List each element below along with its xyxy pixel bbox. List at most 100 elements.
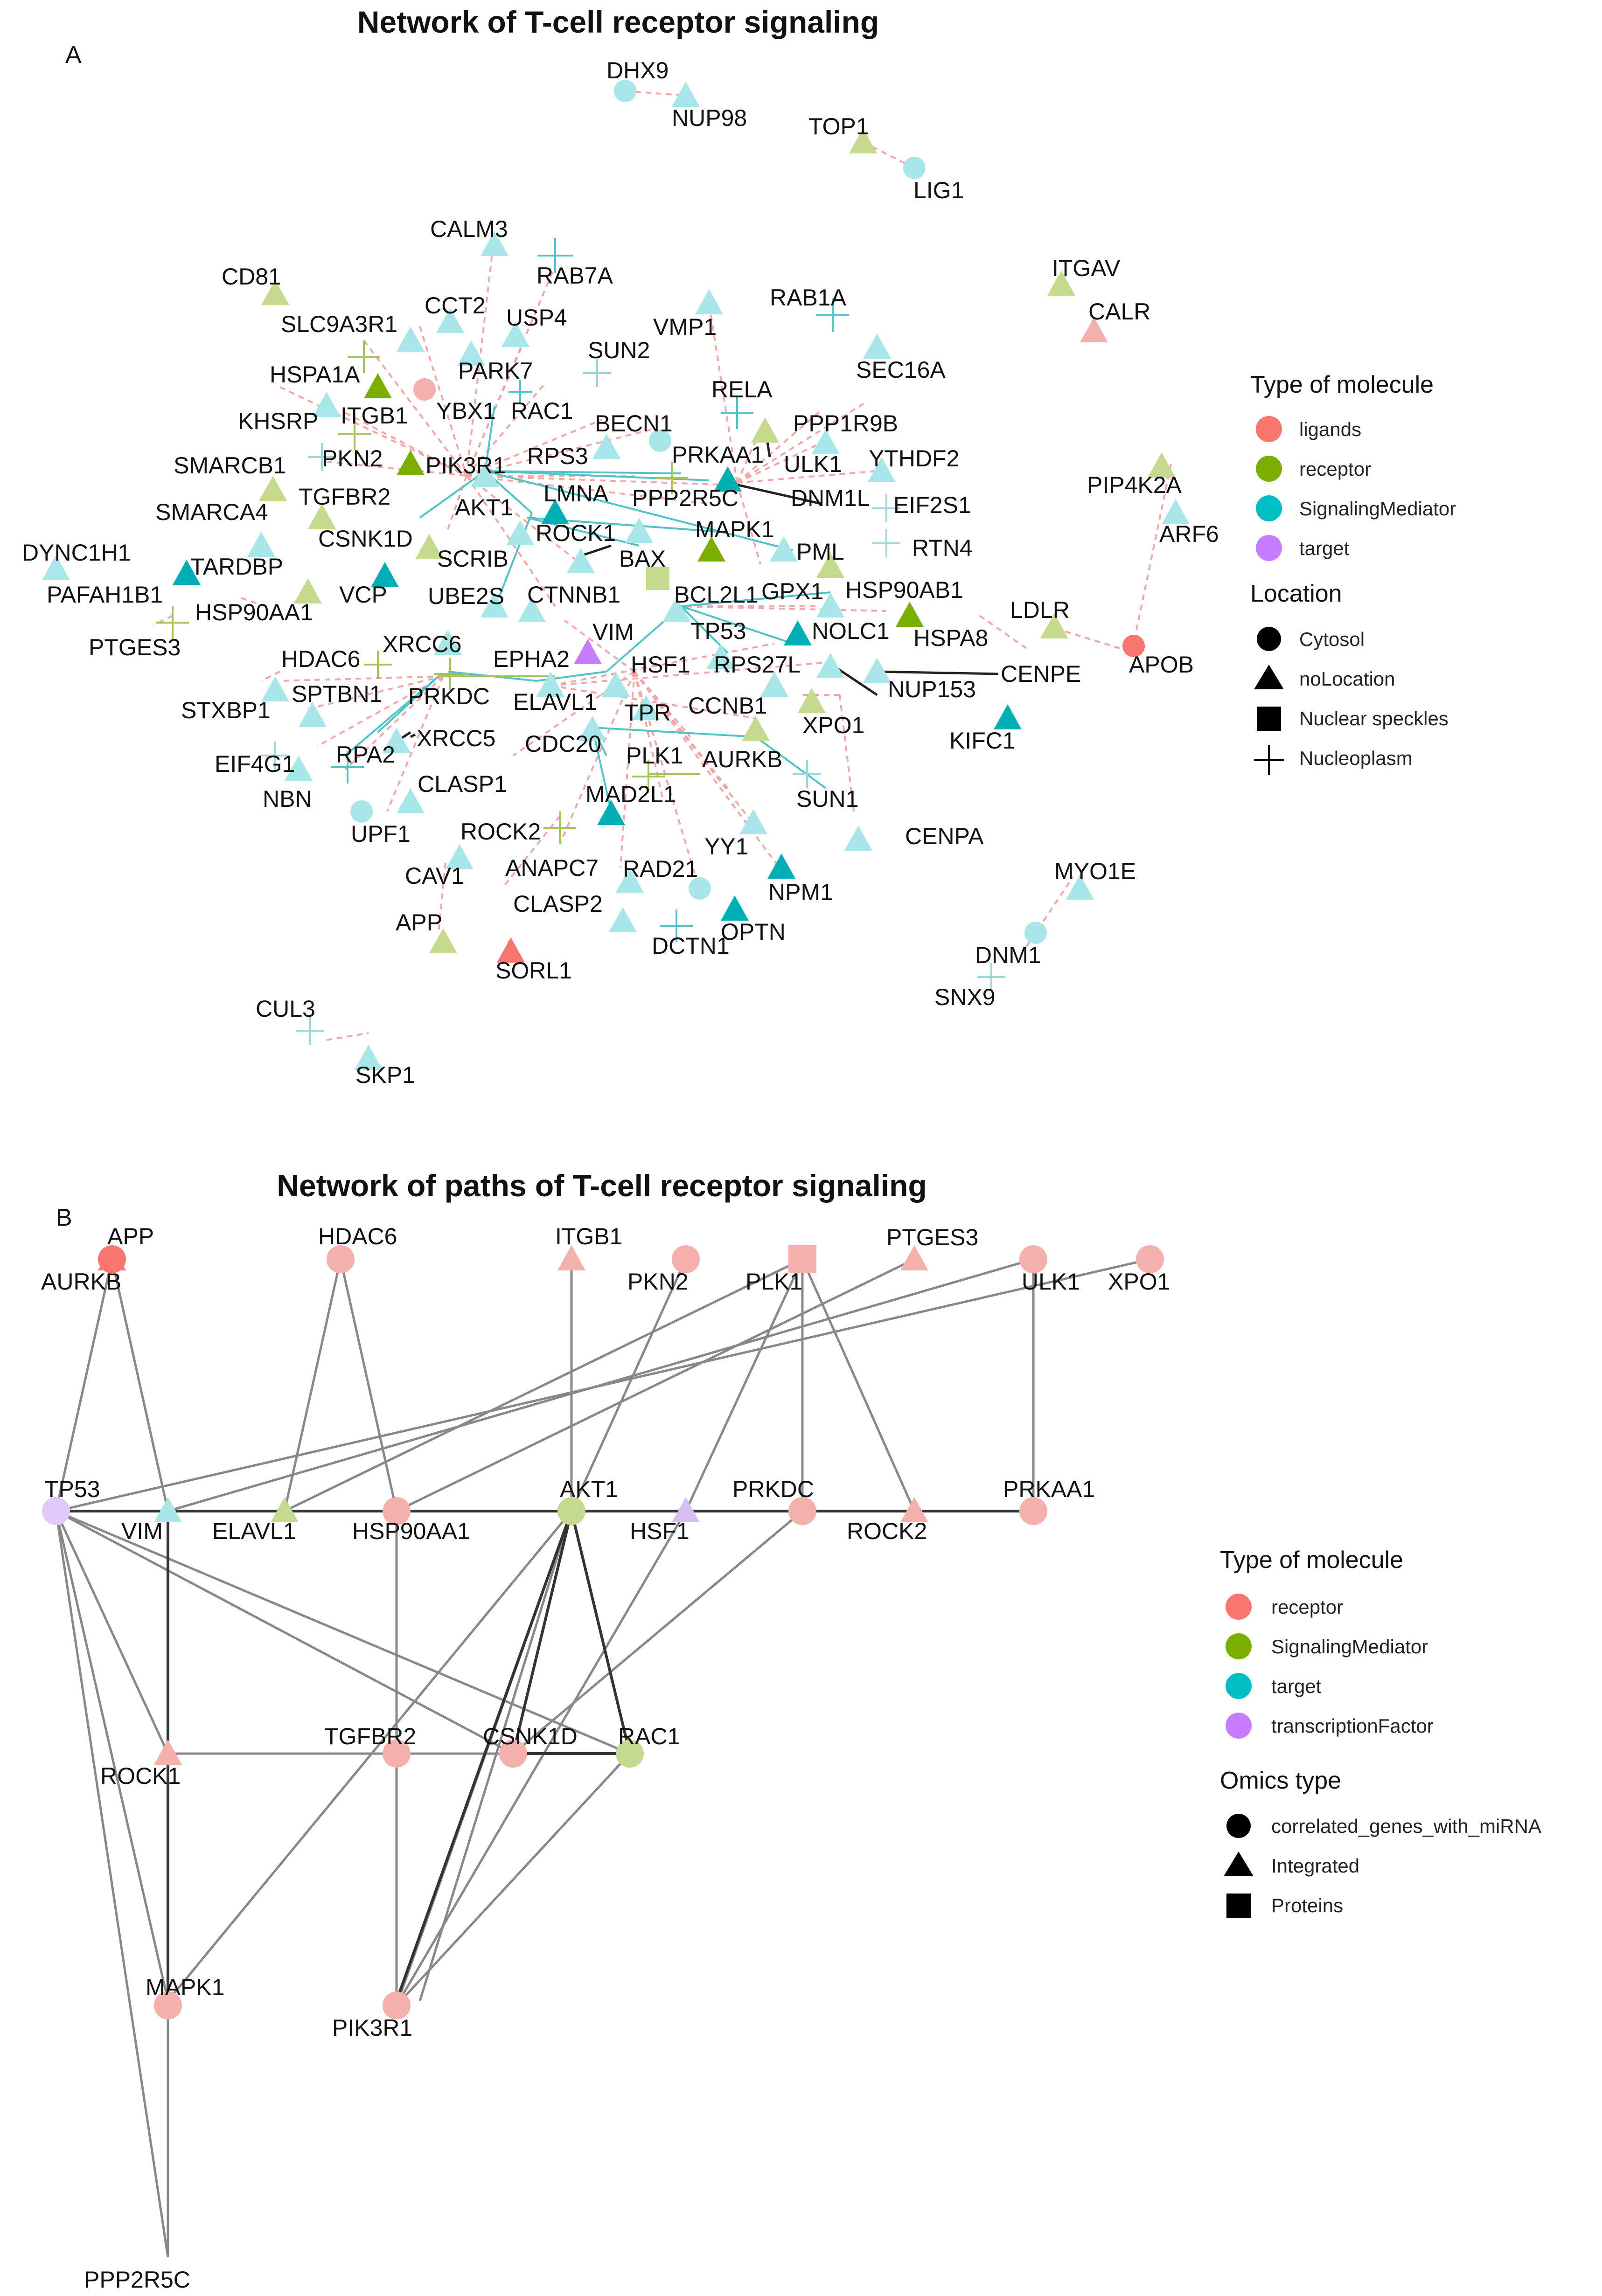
label-sec16a: SEC16A <box>856 357 946 383</box>
node-b-prkdc <box>788 1497 816 1525</box>
node-hdac6 <box>364 651 392 679</box>
label-hsf1: HSF1 <box>631 652 690 678</box>
legend-b-omics-title: Omics type <box>1220 1767 1341 1794</box>
node-cenpe <box>863 658 891 683</box>
label-pml: PML <box>796 539 844 565</box>
label-elavl1: ELAVL1 <box>513 689 597 715</box>
label-bcl2l1: BCL2L1 <box>674 582 759 608</box>
label-tpr: TPR <box>624 700 671 726</box>
label-xrcc6: XRCC6 <box>383 631 461 657</box>
node-ybx1 <box>413 378 436 401</box>
label-becn1: BECN1 <box>595 410 673 437</box>
node-nup153 <box>816 653 844 678</box>
label-myo1e: MYO1E <box>1054 858 1136 884</box>
node-dctn1 <box>660 909 693 942</box>
label-csnk1d: CSNK1D <box>318 526 413 552</box>
label-b-rac1: RAC1 <box>618 1723 680 1749</box>
legend-a-location-title: Location <box>1250 580 1342 607</box>
label-ybx1: YBX1 <box>436 398 496 424</box>
label-app-a: APP <box>396 909 442 936</box>
label-b-elavl1: ELAVL1 <box>212 1518 296 1544</box>
legend-b-integrated: Integrated <box>1271 1855 1359 1877</box>
node-rock2 <box>543 812 576 844</box>
panel-b-legend: Type of molecule receptor SignalingMedia… <box>1220 1547 1541 1918</box>
label-vim: VIM <box>592 619 634 645</box>
panel-a-node-labels: DHX9 NUP98 TOP1 LIG1 CALM3 RAB7A CD81 IT… <box>22 57 1219 1088</box>
label-rpa2: RPA2 <box>336 742 395 768</box>
panel-b: B Network of paths of T-cell receptor si… <box>41 1168 1541 2293</box>
label-b-csnk1d: CSNK1D <box>483 1723 578 1749</box>
legend-b-integrated-swatch <box>1224 1852 1254 1876</box>
node-arf6 <box>1162 499 1190 524</box>
node-becn1 <box>649 430 671 452</box>
node-cenpa <box>844 825 872 851</box>
label-dctn1: DCTN1 <box>652 933 730 959</box>
legend-b-signaling: SignalingMediator <box>1271 1636 1428 1658</box>
label-kifc1: KIFC1 <box>949 728 1016 754</box>
node-b-csnk1d <box>499 1740 527 1768</box>
node-b-pkn2 <box>672 1245 700 1273</box>
node-b-hdac6 <box>327 1245 355 1273</box>
label-hsp90aa1: HSP90AA1 <box>195 599 313 625</box>
node-b-pik3r1 <box>383 1991 411 2019</box>
legend-b-proteins: Proteins <box>1271 1894 1343 1916</box>
label-xpo1: XPO1 <box>802 712 864 738</box>
node-rela <box>721 396 753 429</box>
label-ulk1: ULK1 <box>784 451 842 477</box>
label-ldlr: LDLR <box>1010 597 1070 623</box>
label-nolc1: NOLC1 <box>812 618 890 644</box>
legend-a-receptor: receptor <box>1299 458 1371 480</box>
label-cul3: CUL3 <box>256 996 315 1022</box>
node-b-akt1 <box>557 1497 585 1525</box>
node-rock1 <box>625 518 653 543</box>
panel-a-olive-edges <box>439 675 700 775</box>
node-rab7a <box>537 238 573 273</box>
node-sun2 <box>583 359 611 387</box>
label-ppp2r5c: PPP2R5C <box>632 485 738 511</box>
label-ptges3: PTGES3 <box>89 634 181 660</box>
label-b-rock1: ROCK1 <box>100 1763 181 1789</box>
label-hspa8: HSPA8 <box>913 625 988 651</box>
label-b-tgfbr2: TGFBR2 <box>324 1723 416 1749</box>
label-mapk1: MAPK1 <box>695 516 774 542</box>
label-slc9a3r1: SLC9A3R1 <box>281 311 397 337</box>
label-itgb1: ITGB1 <box>341 402 408 429</box>
node-smarcb1 <box>259 476 287 501</box>
label-rock1: ROCK1 <box>536 520 616 546</box>
node-b-rock1 <box>154 1740 182 1765</box>
legend-a-cytosol: Cytosol <box>1299 628 1365 650</box>
label-rac1: RAC1 <box>511 398 573 424</box>
label-top1: TOP1 <box>808 113 869 139</box>
label-hspa1a: HSPA1A <box>270 361 360 388</box>
label-xrcc5: XRCC5 <box>417 725 495 751</box>
legend-a-nucleoplasm-swatch <box>1254 745 1284 775</box>
label-b-aurkb: AURKB <box>41 1269 121 1295</box>
label-gpx1: GPX1 <box>761 578 823 604</box>
node-nolc1 <box>784 620 812 645</box>
legend-a-signaling: SignalingMediator <box>1299 498 1456 520</box>
label-khsrp: KHSRP <box>238 408 318 434</box>
label-b-plk1: PLK1 <box>745 1269 802 1295</box>
legend-b-target: target <box>1271 1675 1322 1697</box>
label-rab7a: RAB7A <box>536 263 613 289</box>
node-sec16a <box>863 333 891 359</box>
node-hspa1a <box>364 373 392 398</box>
node-xpo1 <box>798 688 826 713</box>
label-b-ppp2r5c: PPP2R5C <box>84 2267 190 2293</box>
legend-a-receptor-swatch <box>1256 456 1282 482</box>
node-plk1 <box>632 760 665 793</box>
panel-b-title: Network of paths of T-cell receptor sign… <box>277 1168 927 1203</box>
label-sptbn1: SPTBN1 <box>292 681 383 707</box>
panel-b-nodes <box>42 1245 1164 2019</box>
node-itgb1-cross <box>338 417 371 450</box>
label-dync1h1: DYNC1H1 <box>22 540 131 566</box>
label-akt1: AKT1 <box>455 494 513 520</box>
node-nup98 <box>672 82 700 107</box>
node-b-prkaa1 <box>1019 1497 1047 1525</box>
label-nup98: NUP98 <box>672 105 747 131</box>
node-b-tgfbr2 <box>383 1740 411 1768</box>
label-nup153: NUP153 <box>888 676 976 702</box>
legend-a-nuclear-speckles: Nuclear speckles <box>1299 708 1449 729</box>
label-cct2: CCT2 <box>425 292 486 319</box>
label-b-ulk1: ULK1 <box>1022 1269 1080 1295</box>
